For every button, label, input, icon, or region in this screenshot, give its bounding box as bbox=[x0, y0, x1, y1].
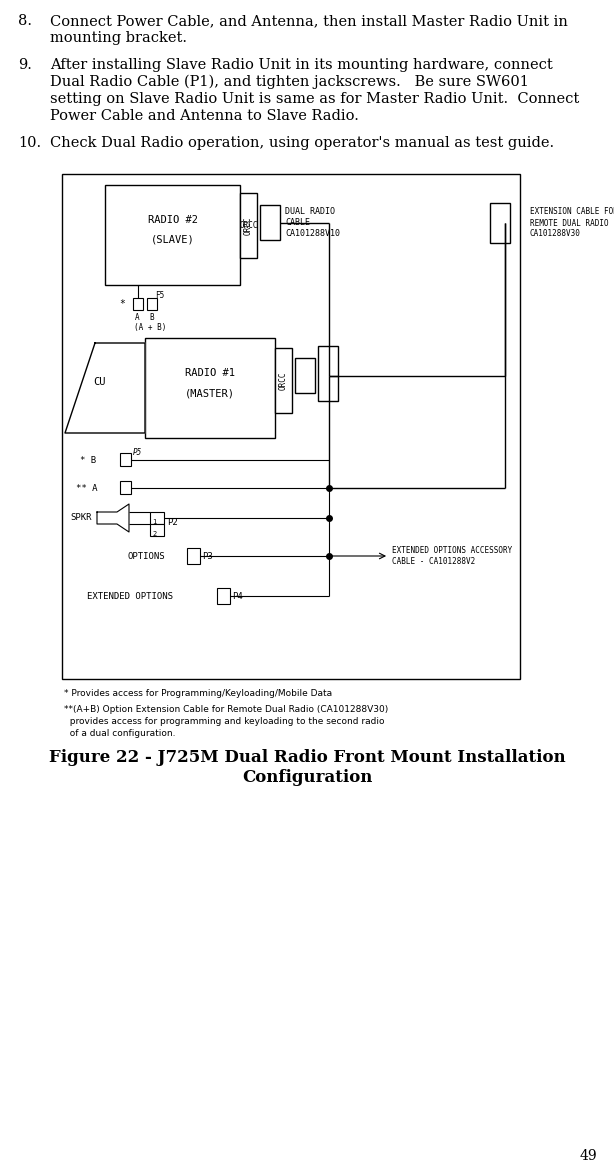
Text: Check Dual Radio operation, using operator's manual as test guide.: Check Dual Radio operation, using operat… bbox=[50, 136, 554, 150]
Bar bbox=[145, 338, 275, 438]
Bar bbox=[150, 524, 164, 536]
Text: DUAL RADIO: DUAL RADIO bbox=[285, 207, 335, 216]
Bar bbox=[120, 454, 131, 466]
Bar bbox=[147, 298, 157, 310]
Text: *: * bbox=[119, 298, 125, 309]
Text: provides access for programming and keyloading to the second radio: provides access for programming and keyl… bbox=[64, 717, 384, 726]
Text: B: B bbox=[149, 313, 154, 322]
Bar bbox=[318, 345, 338, 401]
Text: ORCC: ORCC bbox=[279, 371, 288, 390]
Text: CA101288V30: CA101288V30 bbox=[530, 229, 581, 239]
Text: A: A bbox=[135, 313, 139, 322]
Text: SPKR: SPKR bbox=[70, 513, 91, 522]
Text: P3: P3 bbox=[202, 552, 212, 560]
Text: 9.: 9. bbox=[18, 58, 32, 72]
Polygon shape bbox=[97, 504, 129, 532]
Bar bbox=[105, 184, 240, 286]
Text: EXTENDED OPTIONS ACCESSORY: EXTENDED OPTIONS ACCESSORY bbox=[392, 546, 512, 555]
Text: of a dual configuration.: of a dual configuration. bbox=[64, 728, 176, 738]
Text: Power Cable and Antenna to Slave Radio.: Power Cable and Antenna to Slave Radio. bbox=[50, 109, 359, 123]
Text: CABLE: CABLE bbox=[285, 219, 310, 227]
Text: * Provides access for Programming/Keyloading/Mobile Data: * Provides access for Programming/Keyloa… bbox=[64, 689, 332, 698]
Bar bbox=[295, 358, 315, 392]
Bar bbox=[275, 348, 292, 412]
Text: CABLE - CA101288V2: CABLE - CA101288V2 bbox=[392, 557, 475, 566]
Text: P2: P2 bbox=[167, 518, 177, 528]
Text: Connect Power Cable, and Antenna, then install Master Radio Unit in: Connect Power Cable, and Antenna, then i… bbox=[50, 14, 568, 28]
Text: CA101288V10: CA101288V10 bbox=[285, 229, 340, 239]
Text: OPTIONS: OPTIONS bbox=[127, 552, 165, 560]
Text: Figure 22 - J725M Dual Radio Front Mount Installation: Figure 22 - J725M Dual Radio Front Mount… bbox=[49, 748, 565, 766]
Text: F5: F5 bbox=[155, 291, 165, 300]
Text: Dual Radio Cable (P1), and tighten jackscrews.   Be sure SW601: Dual Radio Cable (P1), and tighten jacks… bbox=[50, 75, 529, 89]
Bar bbox=[240, 193, 257, 258]
Text: After installing Slave Radio Unit in its mounting hardware, connect: After installing Slave Radio Unit in its… bbox=[50, 58, 553, 72]
Text: ** A: ** A bbox=[76, 484, 98, 494]
Bar bbox=[490, 202, 510, 242]
Bar bbox=[260, 204, 280, 240]
Bar bbox=[120, 481, 131, 494]
Bar bbox=[62, 174, 520, 679]
Text: CU: CU bbox=[94, 377, 106, 387]
Text: P4: P4 bbox=[232, 592, 243, 600]
Text: Configuration: Configuration bbox=[242, 768, 372, 786]
Text: setting on Slave Radio Unit is same as for Master Radio Unit.  Connect: setting on Slave Radio Unit is same as f… bbox=[50, 92, 579, 106]
Text: (SLAVE): (SLAVE) bbox=[150, 235, 195, 246]
Text: 10.: 10. bbox=[18, 136, 41, 150]
Text: (A + B): (A + B) bbox=[134, 323, 166, 333]
Text: 8.: 8. bbox=[18, 14, 32, 28]
Text: (MASTER): (MASTER) bbox=[185, 388, 235, 398]
Text: REMOTE DUAL RADIO: REMOTE DUAL RADIO bbox=[530, 219, 608, 228]
Bar bbox=[187, 548, 200, 564]
Text: 2: 2 bbox=[152, 531, 156, 537]
Text: 49: 49 bbox=[580, 1149, 597, 1163]
Text: **(A+B) Option Extension Cable for Remote Dual Radio (CA101288V30): **(A+B) Option Extension Cable for Remot… bbox=[64, 705, 388, 714]
Text: * B: * B bbox=[80, 456, 96, 465]
Text: 1: 1 bbox=[152, 519, 156, 525]
Bar bbox=[217, 588, 230, 604]
Text: ORCC: ORCC bbox=[244, 216, 253, 235]
Text: RADIO #2: RADIO #2 bbox=[147, 215, 198, 224]
Text: ORCC: ORCC bbox=[239, 221, 258, 230]
Text: EXTENSION CABLE FOR: EXTENSION CABLE FOR bbox=[530, 208, 614, 216]
Text: mounting bracket.: mounting bracket. bbox=[50, 31, 187, 45]
Polygon shape bbox=[65, 343, 145, 434]
Bar bbox=[150, 512, 164, 524]
Text: P5: P5 bbox=[133, 448, 142, 457]
Text: EXTENDED OPTIONS: EXTENDED OPTIONS bbox=[87, 592, 173, 600]
Bar bbox=[133, 298, 143, 310]
Text: RADIO #1: RADIO #1 bbox=[185, 368, 235, 378]
